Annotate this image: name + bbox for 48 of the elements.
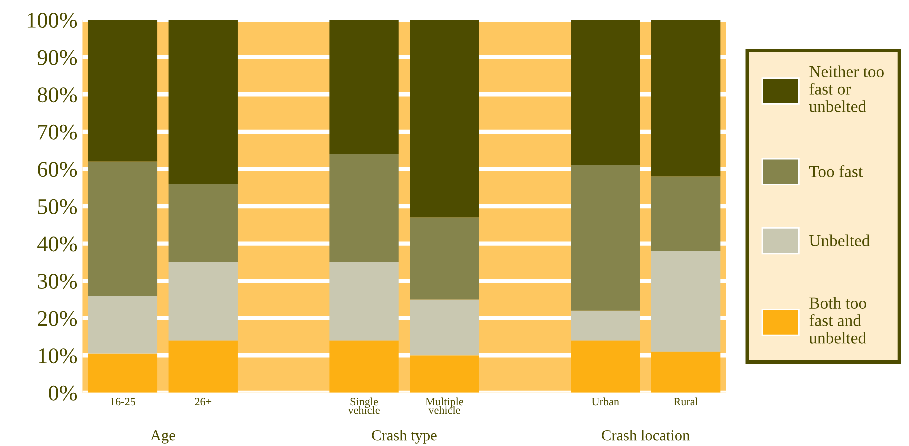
x-tick-label: Rural bbox=[674, 398, 698, 406]
bar bbox=[330, 20, 399, 154]
bar bbox=[330, 154, 399, 262]
bar bbox=[571, 20, 640, 166]
text: Crash type bbox=[372, 430, 437, 444]
bar bbox=[168, 262, 238, 341]
x-tick-label: 26+ bbox=[195, 398, 212, 406]
bar bbox=[88, 20, 158, 162]
text: Crash location bbox=[602, 430, 690, 441]
y-tick-label: 30% bbox=[38, 274, 78, 290]
bar bbox=[88, 296, 158, 354]
bar bbox=[330, 340, 399, 393]
bar bbox=[168, 184, 238, 262]
y-tick-label: 100% bbox=[28, 13, 78, 28]
x-tick-label: Single vehicle bbox=[348, 398, 380, 414]
bar bbox=[571, 310, 640, 341]
y-tick-label: 70% bbox=[38, 124, 78, 140]
legend-label: Too fast bbox=[809, 166, 863, 178]
y-tick-label: 20% bbox=[38, 311, 78, 326]
x-tick-label: 16-25 bbox=[110, 398, 136, 406]
y-tick-label: 80% bbox=[38, 88, 78, 103]
y-tick-label: 90% bbox=[38, 50, 78, 66]
y-tick-label: 10% bbox=[39, 348, 78, 364]
bar bbox=[651, 352, 721, 393]
bar bbox=[410, 20, 480, 218]
bar bbox=[651, 20, 721, 177]
bar bbox=[571, 165, 640, 311]
y-tick-label: 50% bbox=[38, 199, 78, 214]
legend-label: Both too fast and unbelted bbox=[809, 297, 866, 344]
y-tick-label: 40% bbox=[38, 236, 78, 252]
bar bbox=[571, 340, 640, 393]
bar bbox=[651, 251, 721, 352]
bar bbox=[88, 162, 158, 296]
bar bbox=[330, 262, 399, 341]
bar bbox=[410, 300, 480, 356]
legend-label: Neither too fast or unbelted bbox=[809, 66, 884, 112]
bar bbox=[88, 354, 158, 393]
legend-label: Unbelted bbox=[810, 234, 870, 246]
bar bbox=[651, 176, 721, 252]
x-tick-label: Urban bbox=[592, 398, 620, 406]
x-tick-label: Multiple vehicle bbox=[426, 398, 464, 414]
y-tick-label: 0% bbox=[49, 386, 78, 401]
bar bbox=[168, 340, 238, 393]
bar bbox=[410, 356, 480, 393]
bar bbox=[168, 20, 238, 184]
text: Age bbox=[150, 430, 176, 444]
y-tick-label: 60% bbox=[38, 162, 78, 178]
bar bbox=[410, 218, 480, 300]
